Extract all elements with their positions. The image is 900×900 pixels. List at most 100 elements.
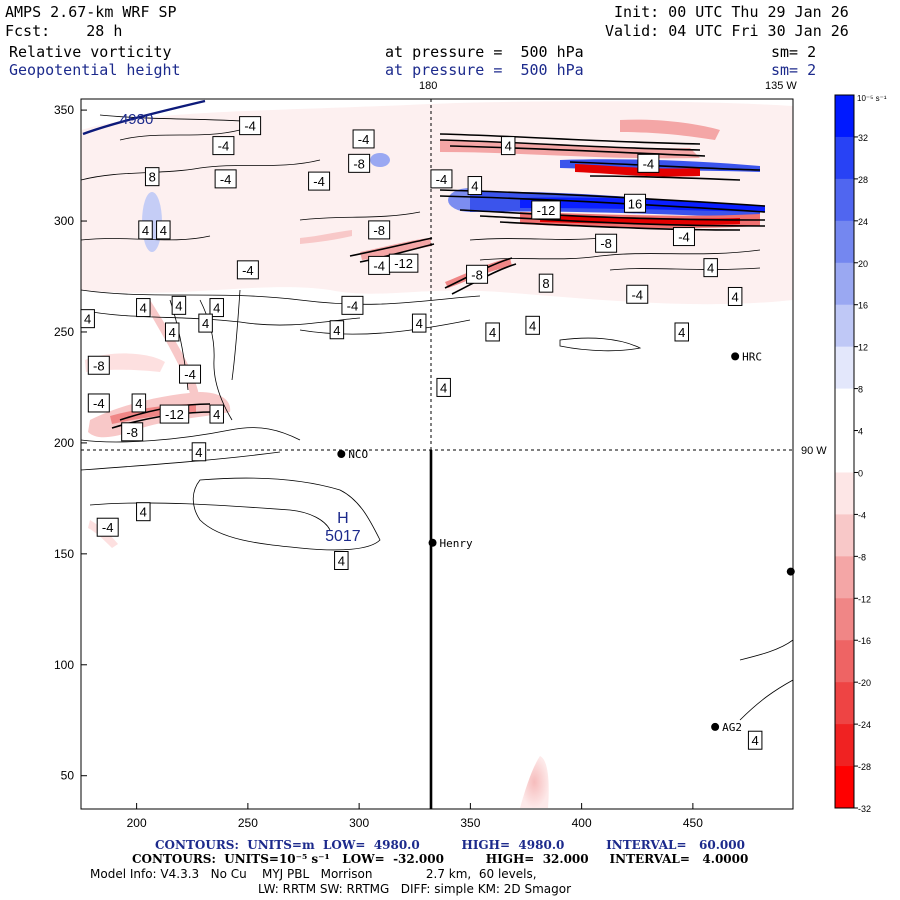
y-tick-label: 300 xyxy=(54,214,74,228)
station-label: NCO xyxy=(348,448,368,461)
model-title: AMPS 2.67-km WRF SP xyxy=(5,3,177,21)
colorbar-segment xyxy=(835,430,854,473)
x-tick-label: 350 xyxy=(460,816,480,830)
colorbar-label: -8 xyxy=(858,552,866,562)
y-tick-label: 50 xyxy=(61,769,75,783)
colorbar-segment xyxy=(835,136,854,180)
contour-label-text: 4 xyxy=(707,261,714,276)
colorbar-label: -4 xyxy=(858,510,866,520)
contour-label-text: 4 xyxy=(333,323,340,338)
colorbar-units: 10⁻⁵ s⁻¹ xyxy=(857,94,887,103)
colorbar-segment xyxy=(835,766,854,809)
contour-label-text: -8 xyxy=(353,156,365,171)
contour-label: -12 xyxy=(388,253,419,273)
contour-label: -8 xyxy=(466,264,489,284)
contour-label-text: 4 xyxy=(529,318,536,333)
field2-name: Geopotential height xyxy=(9,61,181,79)
colorbar-label: 12 xyxy=(858,343,868,353)
colorbar-segment xyxy=(835,514,854,557)
colorbar-label: 0 xyxy=(858,468,863,478)
contour-label: 4 xyxy=(467,176,483,196)
contour-label-text: 4 xyxy=(195,445,202,460)
colorbar-frame xyxy=(834,94,855,809)
x-tick-label: 200 xyxy=(127,816,147,830)
contour-label-text: -8 xyxy=(126,425,138,440)
contour-label-text: 4 xyxy=(213,301,220,316)
field1-name: Relative vorticity xyxy=(9,43,172,61)
station-marker[interactable]: Henry xyxy=(428,537,473,550)
y-tick-label: 200 xyxy=(54,436,74,450)
contour-label: 4 xyxy=(485,322,500,342)
contour-label-text: -4 xyxy=(631,287,643,302)
contour-label: -4 xyxy=(87,393,110,413)
contour-label-text: 8 xyxy=(542,276,549,291)
contour-label-text: -12 xyxy=(394,256,413,271)
contour-label-text: -8 xyxy=(373,223,385,238)
contour-label-text: -4 xyxy=(358,132,370,147)
contour-label: 4 xyxy=(411,313,427,333)
high-center-marker: H xyxy=(337,510,349,527)
colorbar-label: 16 xyxy=(858,301,868,311)
contour-label-text: 8 xyxy=(149,170,156,185)
y-axis-ticks: 350 300 250 200 150 100 50 xyxy=(54,103,87,783)
contour-label: -8 xyxy=(121,422,144,442)
contour-label-text: 4 xyxy=(440,380,447,395)
footer-model-info: Model Info: V4.3.3 No Cu MYJ PBL Morriso… xyxy=(90,867,537,881)
contour-label: -4 xyxy=(179,364,202,384)
contour-label-text: 16 xyxy=(628,196,642,211)
contour-label: -4 xyxy=(308,171,331,191)
contour-label: 4 xyxy=(156,220,171,240)
contour-label: 4 xyxy=(436,377,451,397)
contour-label-text: -4 xyxy=(93,396,105,411)
station-marker[interactable]: NCO xyxy=(337,448,368,461)
colorbar-segment xyxy=(835,388,854,432)
contour-label-text: -4 xyxy=(643,156,655,171)
high-center-value: 5017 xyxy=(325,528,361,545)
contour-label: -4 xyxy=(236,260,259,280)
contour-label-text: 4 xyxy=(140,505,147,520)
contour-label: 4 xyxy=(674,322,689,342)
y-tick-label: 100 xyxy=(54,658,74,672)
station-label: HRC xyxy=(742,350,762,363)
contour-label-text: -4 xyxy=(678,230,690,245)
x-axis-ticks: 200 250 300 350 400 450 xyxy=(127,803,703,830)
contour-label-text: 4 xyxy=(732,289,739,304)
station-marker[interactable]: HRC xyxy=(731,350,762,363)
colorbar-segment xyxy=(835,598,854,641)
contour-label-text: -4 xyxy=(102,520,114,535)
colorbar-segment xyxy=(835,304,854,348)
contour-label-text: 4 xyxy=(752,733,759,748)
contour-label-text: -4 xyxy=(313,174,325,189)
contour-label: 4 xyxy=(171,295,187,315)
contour-label-text: 4 xyxy=(489,325,496,340)
contour-label: -8 xyxy=(595,233,618,253)
contour-label: -4 xyxy=(341,295,364,315)
contour-label: -4 xyxy=(352,129,375,149)
contour-label: -4 xyxy=(212,136,235,156)
contour-label: -4 xyxy=(214,169,237,189)
contour-label: 4 xyxy=(209,298,224,318)
station-marker[interactable]: AG2 xyxy=(711,721,742,734)
forecast-hour: Fcst: 28 h xyxy=(5,22,123,40)
contour-label-text: 4 xyxy=(175,298,182,313)
colorbar-segment xyxy=(835,95,854,138)
footer-physics: LW: RRTM SW: RRTMG DIFF: simple KM: 2D S… xyxy=(258,882,572,896)
colorbar-segment xyxy=(835,556,854,599)
contour-label: 4 xyxy=(198,313,213,333)
station-marker[interactable] xyxy=(786,567,795,576)
contour-label-text: -4 xyxy=(220,172,232,187)
contour-label: -4 xyxy=(637,153,660,173)
station-label: Henry xyxy=(440,537,473,550)
contour-label-text: -12 xyxy=(165,407,184,422)
colorbar-label: 8 xyxy=(858,385,863,395)
colorbar-segment xyxy=(835,220,854,264)
contour-label: -4 xyxy=(239,116,262,136)
contour-label: 4 xyxy=(703,258,718,278)
colorbar-segment xyxy=(835,724,854,767)
colorbar-segment xyxy=(835,682,854,725)
footer-height-contours: CONTOURS: UNITS=m LOW= 4980.0 HIGH= 4980… xyxy=(155,838,745,852)
contour-label-text: -8 xyxy=(471,267,483,282)
colorbar-label: 32 xyxy=(858,133,868,143)
y-tick-label: 150 xyxy=(54,547,74,561)
footer-vorticity-contours: CONTOURS: UNITS=10⁻⁵ s⁻¹ LOW= -32.000 HI… xyxy=(132,852,749,866)
